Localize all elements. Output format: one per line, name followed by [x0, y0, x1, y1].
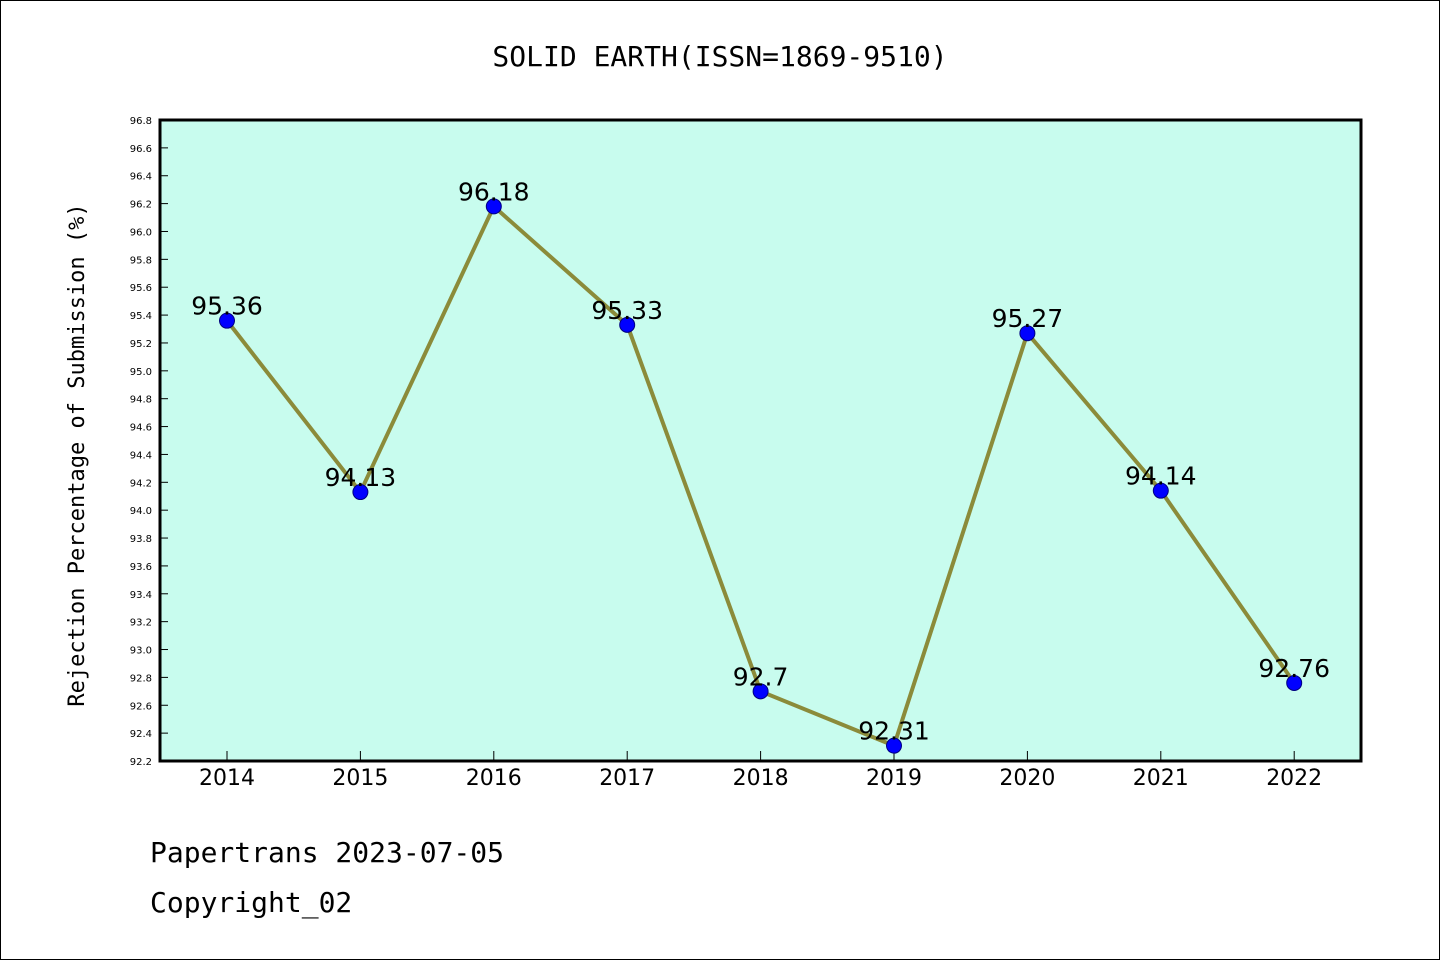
data-markers	[219, 198, 1303, 754]
footer-date-text: Papertrans 2023-07-05	[150, 836, 505, 869]
data-value-label: 94.14	[1125, 462, 1197, 491]
y-tick-label: 95.0	[130, 367, 152, 378]
data-value-label: 92.76	[1258, 654, 1330, 683]
y-tick-label: 93.4	[130, 590, 152, 601]
data-point	[1152, 482, 1169, 499]
x-tick-label: 2022	[1266, 766, 1322, 791]
x-tick-label: 2018	[733, 766, 789, 791]
data-point	[352, 484, 369, 501]
y-tick-label: 94.4	[130, 450, 152, 461]
y-tick-label: 93.6	[130, 562, 152, 573]
data-point	[485, 198, 502, 215]
x-tick-label: 2017	[599, 766, 655, 791]
data-point	[1286, 674, 1303, 691]
data-point	[1019, 325, 1036, 342]
data-point	[886, 737, 902, 754]
y-tick-label: 96.8	[130, 116, 152, 127]
chart-title: SOLID EARTH(ISSN=1869-9510)	[492, 40, 947, 73]
plot-area	[160, 120, 1361, 761]
y-tick-label: 95.2	[130, 339, 152, 350]
y-tick-label: 93.0	[130, 646, 152, 657]
data-point	[752, 683, 769, 700]
x-tick-label: 2014	[199, 766, 255, 791]
y-axis-label: Rejection Percentage of Submission (%)	[65, 203, 90, 706]
y-tick-label: 92.8	[130, 673, 152, 684]
plot-border	[158, 118, 1363, 763]
y-tick-label: 95.8	[130, 255, 152, 266]
y-tick-label: 94.0	[130, 506, 152, 517]
y-tick-label: 95.4	[130, 311, 152, 322]
data-value-label: 96.18	[458, 177, 530, 206]
y-axis-ticks: 92.2 92.4 92.6 92.8 93.0 93.2 93.4 93.6 93.8 94.0…	[130, 116, 168, 768]
y-tick-label: 96.6	[130, 144, 152, 155]
y-tick-label: 93.2	[130, 618, 152, 629]
y-tick-label: 94.8	[130, 395, 152, 406]
y-tick-label: 94.6	[130, 423, 152, 434]
data-value-label: 92.31	[858, 717, 930, 746]
y-tick-label: 92.4	[130, 729, 152, 740]
x-tick-label: 2020	[999, 766, 1055, 791]
data-value-label: 95.27	[992, 304, 1064, 333]
y-tick-label: 96.0	[130, 227, 152, 238]
x-tick-label: 2016	[466, 766, 522, 791]
data-point	[619, 316, 636, 333]
x-tick-label: 2019	[866, 766, 922, 791]
y-tick-label: 93.8	[130, 534, 152, 545]
y-tick-label: 96.2	[130, 200, 152, 211]
x-tick-label: 2015	[332, 766, 388, 791]
data-value-label: 92.7	[733, 662, 789, 691]
x-tick-label: 2021	[1133, 766, 1189, 791]
y-tick-label: 94.2	[130, 478, 152, 489]
y-tick-label: 92.2	[130, 757, 152, 768]
data-point	[219, 312, 235, 329]
data-labels: 95.36 94.13 96.18 95.33 92.7 92.31 95.27 94.14 9…	[191, 177, 1330, 745]
footer-copyright-text: Copyright_02	[150, 886, 353, 919]
y-tick-label: 95.6	[130, 283, 152, 294]
data-value-label: 95.36	[191, 292, 263, 321]
data-value-label: 95.33	[591, 296, 663, 325]
y-tick-label: 92.6	[130, 701, 152, 712]
x-axis-ticks: 2014 2015 2016 2017 2018 2019 2020 2021 2022	[199, 751, 1322, 791]
data-value-label: 94.13	[325, 463, 397, 492]
y-tick-label: 96.4	[130, 172, 152, 183]
